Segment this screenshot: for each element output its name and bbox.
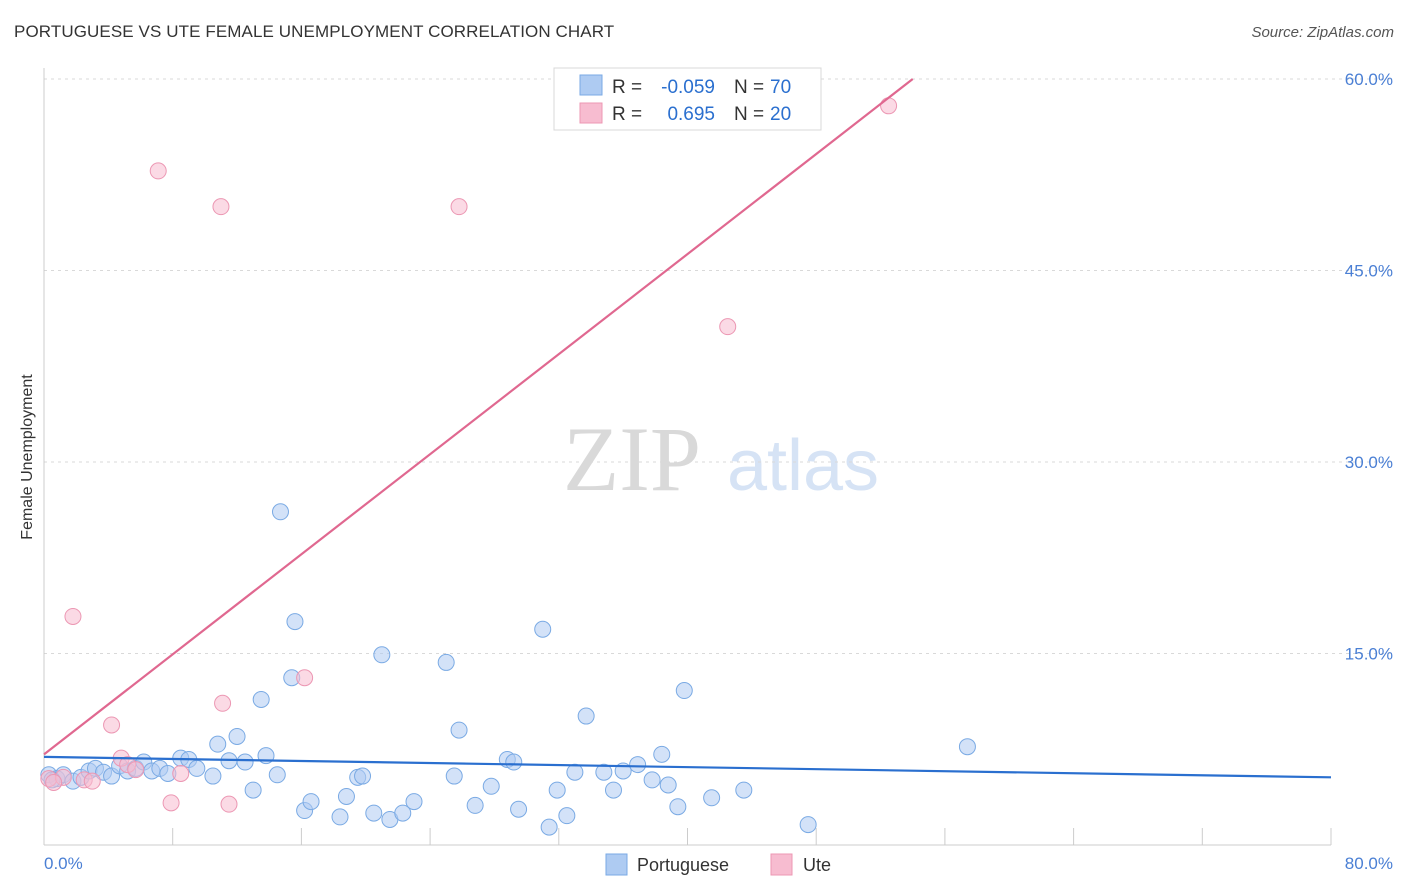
grid [44, 78, 1393, 654]
portuguese-point [236, 753, 254, 771]
portuguese-point [445, 767, 463, 785]
portuguese-point [510, 800, 528, 818]
chart-title: PORTUGUESE VS UTE FEMALE UNEMPLOYMENT CO… [14, 22, 615, 41]
legend-n-label-ute: N = [734, 104, 764, 125]
ute-point [214, 694, 232, 712]
ute-point [719, 318, 737, 336]
portuguese-point [268, 766, 286, 784]
y-tick-label: 15.0% [1345, 645, 1393, 664]
portuguese-point [595, 763, 613, 781]
x-tick-label-min: 0.0% [44, 854, 83, 873]
trendlines [43, 78, 1332, 779]
y-tick-label: 60.0% [1345, 70, 1393, 89]
portuguese-point [505, 753, 523, 771]
portuguese-point [271, 503, 289, 521]
bottom-legend-label-portuguese: Portuguese [637, 855, 729, 875]
bottom-legend-label-ute: Ute [803, 855, 831, 875]
portuguese-point [548, 781, 566, 799]
portuguese-point [244, 781, 262, 799]
ute-point [83, 772, 101, 790]
portuguese-point [331, 808, 349, 826]
ute-point [296, 669, 314, 687]
portuguese-point [365, 804, 383, 822]
portuguese-point [675, 682, 693, 700]
legend-n-value-ute: 20 [770, 104, 791, 125]
ute-point [103, 716, 121, 734]
portuguese-point [209, 735, 227, 753]
y-tick-label: 45.0% [1345, 262, 1393, 281]
ute-point [162, 794, 180, 812]
portuguese-point [204, 767, 222, 785]
portuguese-point [394, 804, 412, 822]
ute-point [149, 162, 167, 180]
portuguese-point [466, 796, 484, 814]
correlation-legend: R = -0.059 N = 70 R = 0.695 N = 20 [553, 67, 822, 131]
portuguese-point [643, 771, 661, 789]
ute-point [127, 761, 145, 779]
ute-point [64, 607, 82, 625]
portuguese-trendline [43, 755, 1332, 779]
portuguese-point [703, 789, 721, 807]
portuguese-point [534, 620, 552, 638]
portuguese-point [286, 613, 304, 631]
portuguese-point [302, 793, 320, 811]
ute-point [450, 198, 468, 216]
legend-r-label-portuguese: R = [612, 77, 642, 98]
series-legend: Portuguese Ute [605, 853, 831, 876]
ute-point [45, 773, 63, 791]
watermark-atlas: atlas [727, 426, 879, 506]
legend-n-label-portuguese: N = [734, 77, 764, 98]
legend-n-value-portuguese: 70 [770, 77, 791, 98]
portuguese-point [405, 793, 423, 811]
portuguese-point [566, 763, 584, 781]
portuguese-point [540, 818, 558, 836]
portuguese-point [958, 738, 976, 756]
ute-point [880, 97, 898, 115]
portuguese-point [629, 756, 647, 774]
y-tick-labels: 15.0% 30.0% 45.0% 60.0% [1345, 70, 1393, 664]
legend-swatch-ute [579, 102, 603, 124]
portuguese-point [252, 690, 270, 708]
watermark: ZIP atlas [563, 408, 879, 510]
legend-r-value-portuguese: -0.059 [661, 77, 715, 98]
legend-r-label-ute: R = [612, 104, 642, 125]
portuguese-point [354, 767, 372, 785]
portuguese-points [40, 503, 976, 836]
portuguese-point [373, 646, 391, 664]
portuguese-point [228, 727, 246, 745]
portuguese-point [482, 777, 500, 795]
portuguese-point [558, 807, 576, 825]
portuguese-point [669, 798, 687, 816]
portuguese-point [735, 781, 753, 799]
portuguese-point [659, 776, 677, 794]
legend-r-value-ute: 0.695 [667, 104, 715, 125]
legend-swatch-portuguese [579, 74, 603, 96]
bottom-legend-swatch-portuguese [605, 853, 628, 876]
portuguese-point [653, 745, 671, 763]
x-tick-label-max: 80.0% [1345, 854, 1393, 873]
source-label: Source: ZipAtlas.com [1251, 24, 1394, 41]
portuguese-point [437, 653, 455, 671]
portuguese-point [337, 787, 355, 805]
portuguese-point [450, 721, 468, 739]
x-ticks [172, 828, 1332, 845]
watermark-zip: ZIP [563, 408, 701, 510]
ute-point [212, 198, 230, 216]
y-tick-label: 30.0% [1345, 453, 1393, 472]
portuguese-point [577, 707, 595, 725]
portuguese-point [799, 816, 817, 834]
ute-trendline [43, 78, 914, 756]
ute-point [220, 795, 238, 813]
portuguese-point [604, 781, 622, 799]
ute-point [172, 765, 190, 783]
portuguese-point [188, 759, 206, 777]
bottom-legend-swatch-ute [770, 853, 793, 876]
